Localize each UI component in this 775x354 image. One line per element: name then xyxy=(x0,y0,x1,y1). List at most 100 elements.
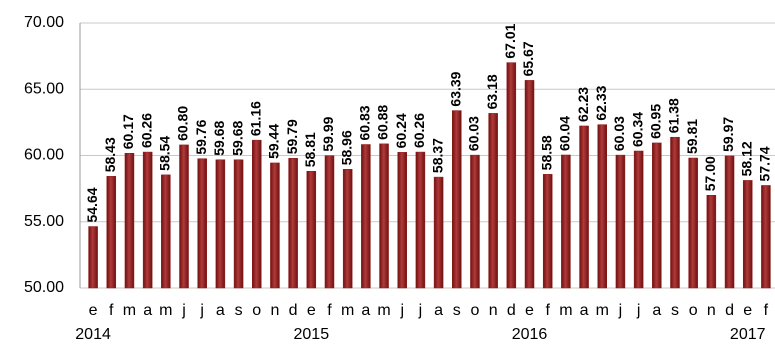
bar xyxy=(142,151,153,289)
bar xyxy=(652,142,662,289)
y-tick-label: 55.00 xyxy=(24,213,64,230)
value-label: 58.37 xyxy=(429,138,445,173)
y-tick-label: 60.00 xyxy=(24,147,64,164)
x-tick-label: s xyxy=(671,302,679,319)
value-label: 60.03 xyxy=(611,116,627,151)
bar xyxy=(688,157,698,289)
x-tick-label: j xyxy=(181,302,186,319)
y-tick-label: 65.00 xyxy=(24,80,64,97)
x-tick-label: s xyxy=(235,302,243,319)
bar xyxy=(415,151,426,289)
year-label: 2015 xyxy=(294,326,330,343)
bar xyxy=(524,80,535,289)
value-label: 59.44 xyxy=(266,124,282,159)
value-label: 59.68 xyxy=(229,120,245,155)
bar xyxy=(324,155,335,289)
bar xyxy=(306,171,317,289)
x-tick-label: n xyxy=(489,302,498,319)
bar xyxy=(361,144,371,289)
value-label: 54.64 xyxy=(84,187,100,222)
x-tick-label: d xyxy=(725,302,734,319)
x-tick-label: a xyxy=(580,302,589,319)
x-tick-label: j xyxy=(199,302,204,319)
bar xyxy=(433,176,444,289)
x-tick-label: o xyxy=(471,302,480,319)
value-label: 57.74 xyxy=(757,146,773,181)
x-tick-label: f xyxy=(545,302,550,319)
value-label: 65.67 xyxy=(520,41,536,76)
bar xyxy=(742,180,753,289)
bar xyxy=(197,158,207,289)
x-tick-label: n xyxy=(270,302,279,319)
bar xyxy=(124,152,135,289)
x-tick-label: d xyxy=(289,302,298,319)
value-label: 59.79 xyxy=(284,119,300,154)
x-tick-label: j xyxy=(618,302,623,319)
bar xyxy=(470,154,480,289)
x-tick-label: j xyxy=(418,302,423,319)
value-label: 59.81 xyxy=(684,119,700,154)
x-tick-label: f xyxy=(764,302,769,319)
x-tick-label: a xyxy=(143,302,152,319)
bar xyxy=(506,62,517,289)
value-label: 61.16 xyxy=(247,101,263,136)
value-label: 58.43 xyxy=(102,137,118,172)
bar xyxy=(342,169,353,289)
value-label: 60.24 xyxy=(393,113,409,148)
bar xyxy=(615,154,626,289)
value-label: 60.83 xyxy=(357,105,373,140)
year-label: 2014 xyxy=(75,326,111,343)
bar xyxy=(288,158,298,289)
x-tick-label: a xyxy=(652,302,661,319)
bar xyxy=(706,195,717,289)
x-tick-label: m xyxy=(377,302,390,319)
value-label: 57.00 xyxy=(702,156,718,191)
x-tick-label: d xyxy=(507,302,516,319)
value-label: 58.54 xyxy=(157,136,173,171)
x-tick-label: o xyxy=(252,302,261,319)
bar xyxy=(397,152,407,289)
x-tick-label: e xyxy=(89,302,98,319)
bar xyxy=(379,143,389,289)
bar xyxy=(724,155,735,289)
value-label: 60.04 xyxy=(557,116,573,151)
value-label: 60.26 xyxy=(138,113,154,148)
value-label: 60.95 xyxy=(648,104,664,139)
bar xyxy=(452,110,462,289)
value-label: 60.88 xyxy=(375,105,391,140)
bar xyxy=(633,150,644,289)
x-tick-label: e xyxy=(525,302,534,319)
value-label: 60.17 xyxy=(120,114,136,149)
value-label: 58.12 xyxy=(738,141,754,176)
x-tick-label: m xyxy=(559,302,572,319)
value-label: 59.68 xyxy=(211,120,227,155)
bar xyxy=(161,174,171,289)
y-tick-label: 50.00 xyxy=(24,279,64,296)
value-label: 58.81 xyxy=(302,132,318,167)
x-tick-label: m xyxy=(596,302,609,319)
year-label: 2017 xyxy=(730,326,766,343)
bar xyxy=(270,162,280,289)
value-label: 58.96 xyxy=(338,130,354,165)
value-label: 63.39 xyxy=(447,71,463,106)
bar xyxy=(179,144,189,289)
value-label: 60.34 xyxy=(629,112,645,147)
value-label: 60.03 xyxy=(466,116,482,151)
bar xyxy=(597,124,607,289)
value-label: 59.97 xyxy=(720,117,736,152)
value-label: 63.18 xyxy=(484,74,500,109)
value-label: 59.76 xyxy=(193,119,209,154)
bar xyxy=(670,136,680,289)
x-tick-label: j xyxy=(636,302,641,319)
x-tick-label: o xyxy=(689,302,698,319)
bar xyxy=(561,154,571,289)
x-tick-label: m xyxy=(341,302,354,319)
bar xyxy=(233,159,244,289)
x-tick-label: f xyxy=(327,302,332,319)
x-tick-label: f xyxy=(109,302,114,319)
bar xyxy=(488,113,498,289)
x-tick-label: e xyxy=(307,302,316,319)
x-tick-label: a xyxy=(434,302,443,319)
bar xyxy=(106,176,117,289)
